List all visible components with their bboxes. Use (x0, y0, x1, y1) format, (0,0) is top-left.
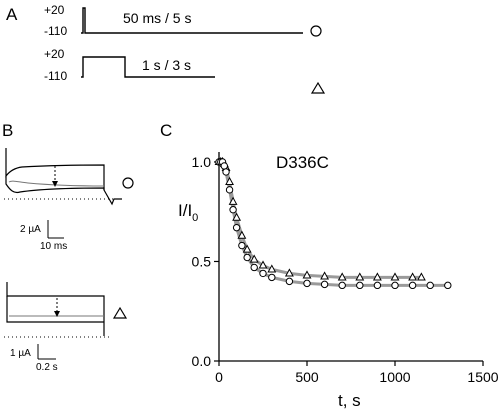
panel-b-letter: B (2, 121, 13, 140)
circle-data-point (408, 281, 417, 290)
circle-data-point (220, 162, 228, 170)
y-tick-label: 0.0 (192, 353, 212, 369)
circle-symbol-a (310, 25, 322, 37)
y-tick-label: 1.0 (192, 154, 212, 170)
data-points (214, 156, 452, 290)
scale-time-1: 10 ms (40, 241, 67, 252)
triangle-data-point (302, 270, 312, 279)
triangle-data-point (355, 272, 365, 281)
triangle-data-point (249, 254, 259, 263)
y-axis-label: I/I0 (178, 201, 198, 224)
circle-data-point (250, 263, 258, 272)
protocol-1-v-low: -110 (44, 24, 67, 38)
scale-current-1: 2 µA (20, 224, 41, 235)
circle-data-point (259, 269, 267, 278)
protocol-1-label: 50 ms / 5 s (123, 10, 191, 26)
circle-data-point (444, 281, 452, 290)
circle-data-point (232, 223, 241, 232)
x-tick-label: 1500 (467, 369, 498, 385)
x-axis-label: t, s (338, 391, 361, 410)
circle-data-point (285, 277, 294, 286)
y-ticks: 0.0 0.5 1.0 (192, 154, 219, 369)
panel-a-letter: A (6, 5, 18, 24)
y-tick-label: 0.5 (192, 253, 212, 269)
protocol-2-v-high: +20 (44, 47, 65, 61)
triangle-data-point (416, 272, 426, 281)
current-trace-1 (4, 148, 122, 206)
triangle-symbol-a (310, 81, 326, 94)
triangle-data-point (258, 260, 268, 269)
protocol-2-label: 1 s / 3 s (142, 57, 191, 73)
circle-data-point (320, 280, 329, 289)
triangle-data-point (320, 271, 330, 280)
circle-data-point (426, 281, 434, 290)
protocol-1-v-high: +20 (44, 3, 65, 17)
triangle-data-point (372, 272, 382, 281)
panel-c-letter: C (160, 121, 172, 140)
circle-data-point (303, 279, 311, 288)
protocol-1-trace (81, 7, 303, 34)
circle-data-point (268, 273, 276, 282)
x-ticks: 0 500 1000 1500 (215, 361, 499, 385)
protocol-2-v-low: -110 (44, 69, 67, 83)
triangle-data-point (390, 272, 400, 281)
circle-data-point (225, 186, 234, 194)
circle-data-point (229, 206, 237, 214)
circle-data-point (222, 168, 230, 176)
current-trace-2 (4, 282, 112, 338)
triangle-data-point (408, 272, 418, 281)
protocol-2-trace (81, 56, 215, 78)
triangle-symbol-b (112, 306, 128, 319)
triangle-data-point (225, 176, 235, 185)
triangle-data-point (242, 244, 252, 253)
x-tick-label: 500 (295, 369, 319, 385)
circle-data-point (391, 281, 399, 290)
circle-symbol-b (122, 177, 134, 189)
scale-current-2: 1 µA (10, 348, 31, 359)
circle-data-point (238, 241, 246, 250)
triangle-data-point (284, 268, 294, 277)
triangle-data-point (267, 264, 277, 273)
circle-data-point (243, 253, 251, 262)
scale-time-2: 0.2 s (36, 362, 58, 373)
circle-data-point (338, 281, 346, 290)
triangle-data-point (228, 196, 238, 205)
triangle-data-point (337, 272, 347, 281)
x-tick-label: 0 (215, 369, 223, 385)
circle-data-point (356, 281, 364, 290)
triangle-data-point (232, 212, 242, 221)
x-tick-label: 1000 (379, 369, 410, 385)
triangle-data-point (237, 230, 247, 239)
chart-title: D336C (276, 153, 329, 172)
circle-data-point (373, 281, 382, 290)
